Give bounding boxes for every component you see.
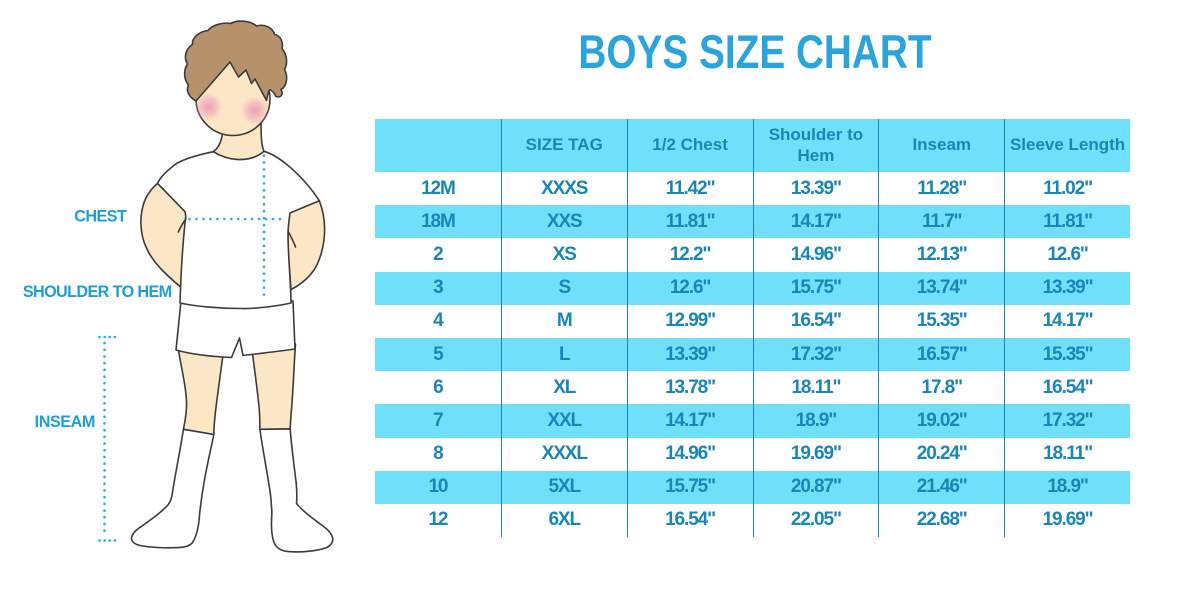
svg-text:INSEAM: INSEAM bbox=[35, 413, 95, 431]
svg-text:CHEST: CHEST bbox=[74, 207, 127, 225]
svg-text:SHOULDER TO HEM: SHOULDER TO HEM bbox=[23, 283, 172, 301]
